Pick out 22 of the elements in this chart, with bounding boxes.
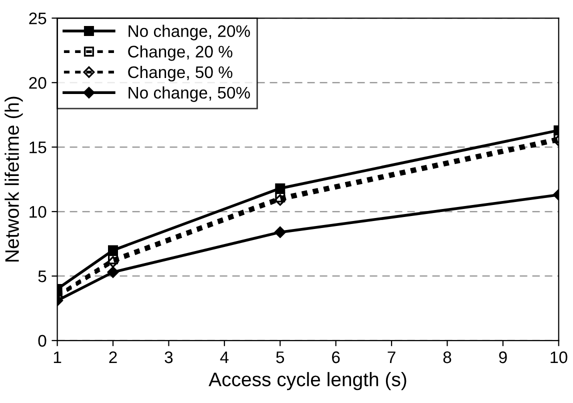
x-tick-label: 9 [499, 351, 507, 364]
x-tick-label: 8 [443, 351, 452, 364]
y-axis-title: Network lifetime (h) [4, 96, 23, 262]
legend-label: No change, 50% [128, 86, 250, 102]
legend-label: Change, 20 % [128, 45, 232, 61]
x-tick-label: 5 [276, 352, 284, 364]
x-tick-label: 10 [550, 351, 568, 364]
legend-label: No change, 20% [128, 24, 250, 40]
x-tick-label: 6 [332, 351, 340, 364]
y-tick-label: 25 [29, 12, 46, 24]
legend-label: Change, 50 % [128, 66, 232, 82]
y-tick-label: 15 [30, 142, 46, 154]
x-tick-label: 3 [164, 351, 173, 364]
y-tick-label: 5 [38, 270, 46, 282]
x-axis-title: Access cycle length (s) [208, 372, 406, 390]
x-tick-label: 1 [54, 352, 62, 364]
y-tick-label: 20 [29, 77, 46, 89]
y-tick-label: 10 [30, 206, 46, 218]
x-tick-label: 7 [388, 352, 396, 364]
y-tick-label: 0 [38, 334, 46, 347]
x-tick-label: 2 [109, 351, 117, 364]
x-tick-label: 4 [220, 352, 229, 364]
